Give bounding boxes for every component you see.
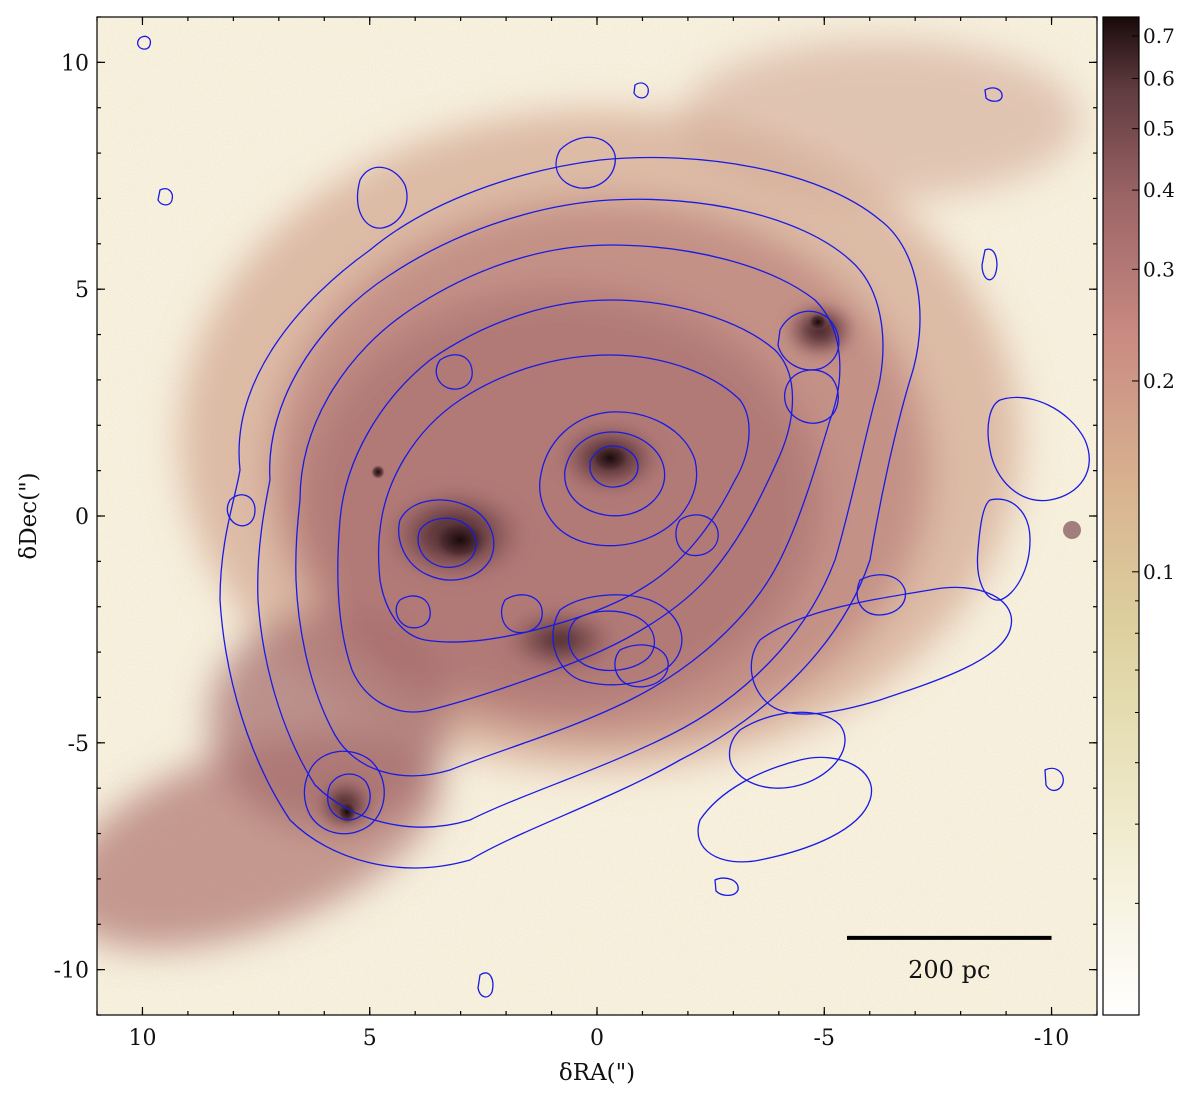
y-tick-label: 5 — [75, 278, 89, 303]
colorbar-tick-label: 0.5 — [1143, 117, 1175, 141]
colorbar-tick-labels: 0.7 0.6 0.5 0.4 0.3 0.2 0.1 — [1143, 24, 1175, 584]
colorbar — [1102, 16, 1140, 1016]
x-axis-tick-labels: 10 5 0 -5 -10 — [128, 1026, 1069, 1051]
colorbar-ticks — [1132, 35, 1139, 904]
scale-bar-label: 200 pc — [908, 956, 990, 984]
x-tick-label: -5 — [814, 1026, 835, 1051]
colorbar-tick-label: 0.4 — [1143, 178, 1175, 202]
x-tick-label: 0 — [590, 1026, 604, 1051]
x-tick-label: 5 — [363, 1026, 377, 1051]
colorbar-tick-label: 0.1 — [1143, 560, 1175, 584]
colorbar-tick-label: 0.7 — [1143, 24, 1175, 48]
x-axis-ticks — [96, 17, 1098, 1015]
y-axis-ticks — [97, 16, 1097, 1016]
contour-lines — [136, 35, 1090, 998]
y-tick-label: -10 — [54, 959, 89, 984]
x-axis-label: δRA(") — [559, 1060, 635, 1086]
colorbar-tick-label: 0.3 — [1143, 257, 1175, 281]
galaxy-image — [97, 17, 1097, 1015]
y-axis-tick-labels: 10 5 0 -5 -10 — [54, 51, 89, 983]
y-tick-label: 0 — [75, 505, 89, 530]
colorbar-tick-label: 0.6 — [1143, 66, 1175, 90]
x-tick-label: 10 — [128, 1026, 156, 1051]
colorbar-tick-label: 0.2 — [1143, 369, 1175, 393]
y-axis-label: δDec(") — [16, 472, 42, 559]
y-tick-label: -5 — [68, 732, 89, 757]
x-tick-label: -10 — [1034, 1026, 1069, 1051]
y-tick-label: 10 — [61, 51, 89, 76]
